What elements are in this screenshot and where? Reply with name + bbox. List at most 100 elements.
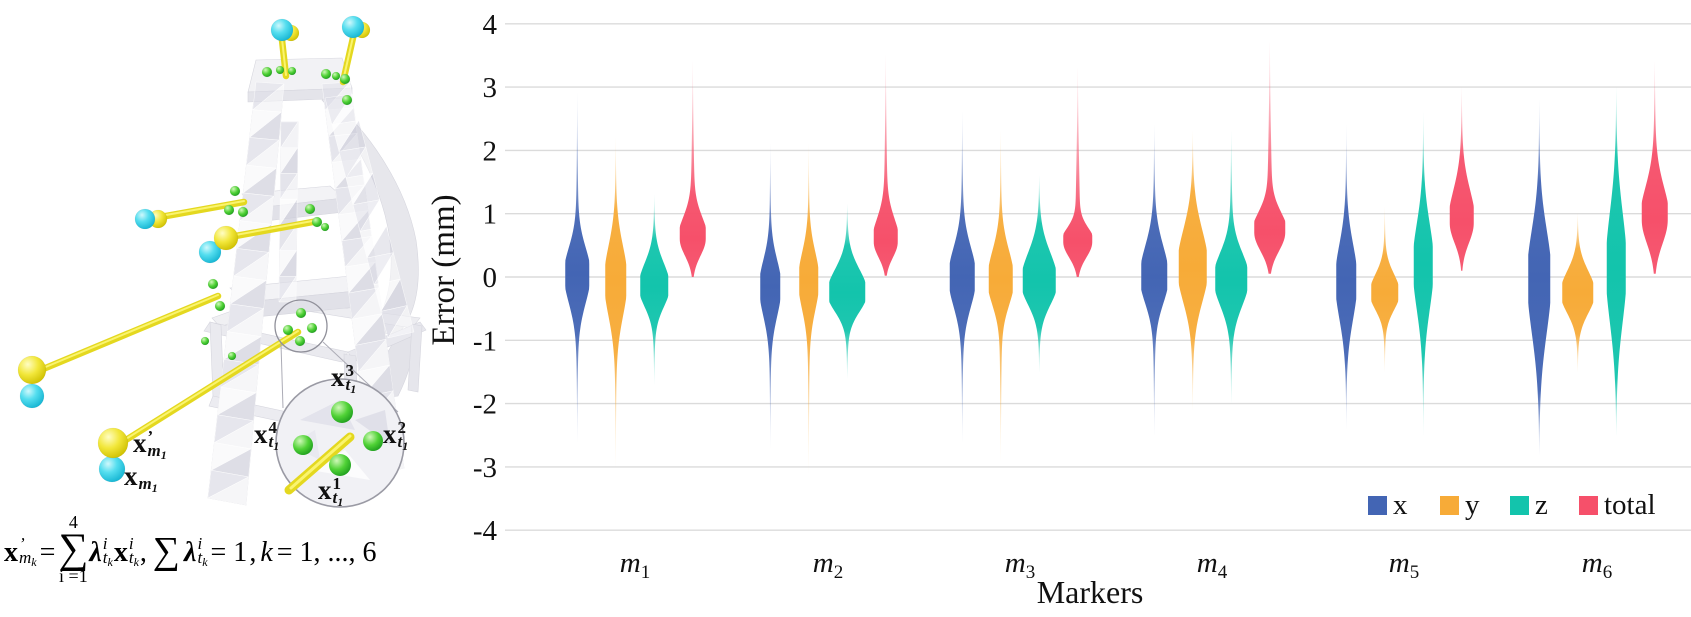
formula-sum: 4 ∑ i =1 — [58, 512, 89, 586]
marker-rod-highlight — [281, 38, 287, 76]
x-tick-label-m3: m3 — [1005, 547, 1035, 583]
legend-label-total: total — [1604, 489, 1656, 521]
marker-rods — [32, 34, 357, 449]
violin-m1-x — [565, 93, 590, 442]
violin-m1-total — [679, 61, 706, 277]
mesh-node-sphere — [331, 401, 353, 423]
violin-m2-x — [760, 144, 781, 448]
left-panel: x’ m1 x m1 x 3 t1 x 4 t1 x 2 t1 x 1 t1 x’ mk = 4 ∑ i =1… — [0, 0, 430, 617]
measured-marker-sphere — [270, 18, 294, 42]
y-tick-label-0: 0 — [483, 262, 498, 294]
measured-marker-sphere — [19, 383, 45, 409]
formula-part: , — [139, 536, 147, 568]
mesh-node-sphere — [339, 73, 351, 85]
mesh-node-sphere — [331, 71, 341, 81]
formula-part: k — [260, 536, 273, 568]
formula-term: x’ mk — [4, 533, 37, 569]
measured-marker-sphere — [341, 15, 365, 39]
formula-part: = 1, ..., 6 — [276, 536, 377, 568]
legend-swatch-y — [1440, 496, 1459, 515]
formula-part: = 1 — [210, 536, 248, 568]
violin-m6-y — [1562, 213, 1594, 372]
marker-rod-highlight — [229, 219, 319, 237]
mesh-node-sphere — [207, 278, 219, 290]
mesh-node-sphere — [229, 185, 241, 197]
y-tick-label-2: 2 — [483, 135, 498, 167]
legend-label-x: x — [1393, 489, 1408, 521]
mesh-facet — [278, 275, 297, 303]
legend-swatch-x — [1368, 496, 1387, 515]
legend-swatch-z — [1510, 496, 1529, 515]
magnifier-inset — [274, 299, 405, 508]
marker-rod-highlight — [117, 330, 299, 445]
mesh-node-sphere — [227, 351, 237, 361]
measured-marker-sphere — [134, 208, 156, 230]
violin-m5-z — [1413, 112, 1433, 436]
mesh-node-sphere — [306, 322, 318, 334]
mesh-node-sphere — [304, 203, 316, 215]
legend-swatch-total — [1579, 496, 1598, 515]
mesh-facet — [207, 476, 249, 506]
x-tick-label-m5: m5 — [1389, 547, 1419, 583]
legend-label-y: y — [1465, 489, 1480, 521]
y-tick-label-3: 3 — [483, 72, 498, 104]
mesh-node-sphere — [295, 307, 307, 319]
reconstructed-marker-sphere — [17, 355, 47, 385]
violin-m4-total — [1254, 42, 1286, 274]
mesh-node-sphere — [320, 222, 330, 232]
mesh-node-sphere — [200, 336, 210, 346]
formula-part: = — [39, 536, 56, 568]
x-axis-title: Markers — [1037, 574, 1144, 610]
violin-m5-x — [1336, 125, 1357, 429]
x-tick-label-m2: m2 — [813, 547, 843, 583]
y-tick-label-1: 1 — [483, 199, 498, 231]
measured-marker-sphere — [198, 240, 222, 264]
reconstructed-marker-sphere — [213, 225, 239, 251]
violin-m6-x — [1528, 99, 1551, 455]
mesh-node-sphere — [223, 204, 235, 216]
violin-m4-x — [1141, 125, 1168, 436]
violin-m2-total — [873, 55, 898, 276]
x-tick-label-m6: m6 — [1582, 547, 1612, 583]
mesh-facet — [387, 304, 415, 339]
mesh-node-sphere — [261, 66, 273, 78]
y-tick-label--3: -3 — [473, 452, 497, 484]
formula-part: ∑ — [152, 529, 181, 572]
inset-label-t1-3: x 3 t1 — [331, 361, 357, 396]
mesh-node-sphere — [363, 431, 383, 451]
mesh-node-sphere — [293, 435, 313, 455]
mesh-node-sphere — [275, 65, 285, 75]
mesh-node-sphere — [214, 300, 226, 312]
violin-m2-y — [799, 144, 819, 474]
tower-model-render — [17, 15, 427, 508]
magnifier-source-circle — [274, 299, 328, 353]
violin-m1-z — [640, 194, 669, 385]
mesh-node-sphere — [320, 68, 332, 80]
inset-label-t1-2: x 2 t1 — [383, 418, 409, 453]
label-x-m1: x m1 — [124, 461, 158, 496]
marker-rod-highlight — [342, 36, 354, 82]
violin-m3-y — [988, 131, 1013, 461]
y-tick-label-4: 4 — [483, 9, 498, 41]
x-tick-label-m1: m1 — [620, 547, 650, 583]
marker-rod-highlight — [35, 294, 219, 372]
x-tick-label-m4: m4 — [1197, 547, 1228, 583]
violin-m6-z — [1606, 87, 1626, 436]
marker-spheres — [17, 15, 371, 483]
inset-label-t1-1: x 1 t1 — [318, 474, 344, 509]
legend-label-z: z — [1535, 489, 1548, 521]
violin-m4-z — [1215, 131, 1248, 404]
measured-marker-sphere — [98, 455, 126, 483]
violin-m3-z — [1022, 175, 1056, 372]
violin-m1-y — [605, 137, 627, 467]
mesh-node-sphere — [294, 335, 306, 347]
mesh-node-sphere — [237, 206, 249, 218]
mesh-node-sphere — [282, 324, 294, 336]
barycentric-formula: x’ mk = 4 ∑ i =1 λ i tk x i tk, ∑ λ i tk = 1, k = 1, ..., … — [4, 512, 428, 586]
inset-label-t1-4: x 4 t1 — [254, 418, 280, 453]
formula-term: λ i tk — [184, 533, 208, 569]
label-x-prime-m1: x’ m1 — [133, 427, 167, 462]
mesh-node-sphere — [311, 216, 323, 228]
y-tick-label--4: -4 — [473, 515, 498, 547]
